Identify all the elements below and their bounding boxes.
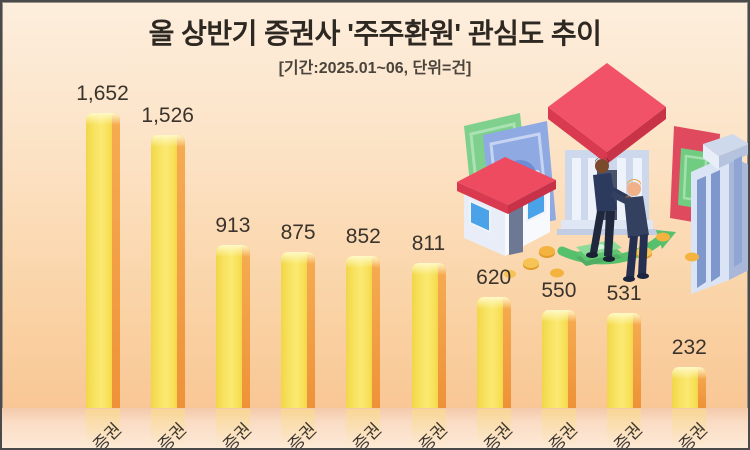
bar-side-shadow <box>437 263 446 408</box>
bar-body <box>476 297 511 408</box>
bar-body <box>346 256 381 408</box>
bar-value-label: 232 <box>671 336 707 359</box>
finance-illustration <box>450 58 748 299</box>
bar-top-highlight <box>85 113 120 125</box>
bar-body <box>281 252 316 408</box>
bar-side-shadow <box>241 245 250 408</box>
bar-side-shadow <box>372 256 381 408</box>
bar <box>150 135 185 408</box>
bar-body <box>411 263 446 408</box>
bar <box>215 245 250 408</box>
bar-body <box>85 113 120 408</box>
house-icon <box>457 157 556 256</box>
bar <box>607 313 642 408</box>
bar-side-shadow <box>633 313 642 408</box>
bar-body <box>150 135 185 408</box>
bar-top-highlight <box>150 135 185 147</box>
bar-value-label: 1,652 <box>76 82 129 105</box>
bar <box>476 297 511 408</box>
bar-value-label: 1,526 <box>141 104 194 127</box>
bar-side-shadow <box>176 135 185 408</box>
bar <box>411 263 446 408</box>
bar-side-shadow <box>698 367 707 408</box>
x-axis-strip <box>2 408 748 448</box>
bar-side-shadow <box>567 310 576 408</box>
bar <box>281 252 316 408</box>
bar-body <box>607 313 642 408</box>
bar-value-label: 875 <box>280 221 316 244</box>
bar-top-highlight <box>541 310 576 322</box>
bar-value-label: 913 <box>215 214 251 237</box>
bar-top-highlight <box>607 313 642 325</box>
chart-title: 올 상반기 증권사 '주주환원' 관심도 추이 <box>148 18 602 49</box>
bar-top-highlight <box>215 245 250 257</box>
bar-side-shadow <box>502 297 511 408</box>
businessmen-handshake-icon <box>586 157 649 282</box>
bar <box>541 310 576 408</box>
bar-side-shadow <box>111 113 120 408</box>
bar-value-label: 852 <box>345 225 381 248</box>
bar-side-shadow <box>307 252 316 408</box>
bar-body <box>672 367 707 408</box>
chart-subtitle: [기간:2025.01~06, 단위=건] <box>278 60 472 77</box>
bar <box>85 113 120 408</box>
bar-body <box>541 310 576 408</box>
bar <box>672 367 707 408</box>
bar-top-highlight <box>346 256 381 268</box>
bar-top-highlight <box>672 367 707 379</box>
finance-illustration-svg <box>457 63 748 294</box>
bar-body <box>215 245 250 408</box>
bar-top-highlight <box>411 263 446 275</box>
bar-top-highlight <box>281 252 316 264</box>
bar <box>346 256 381 408</box>
skyscraper-icon <box>691 134 748 294</box>
